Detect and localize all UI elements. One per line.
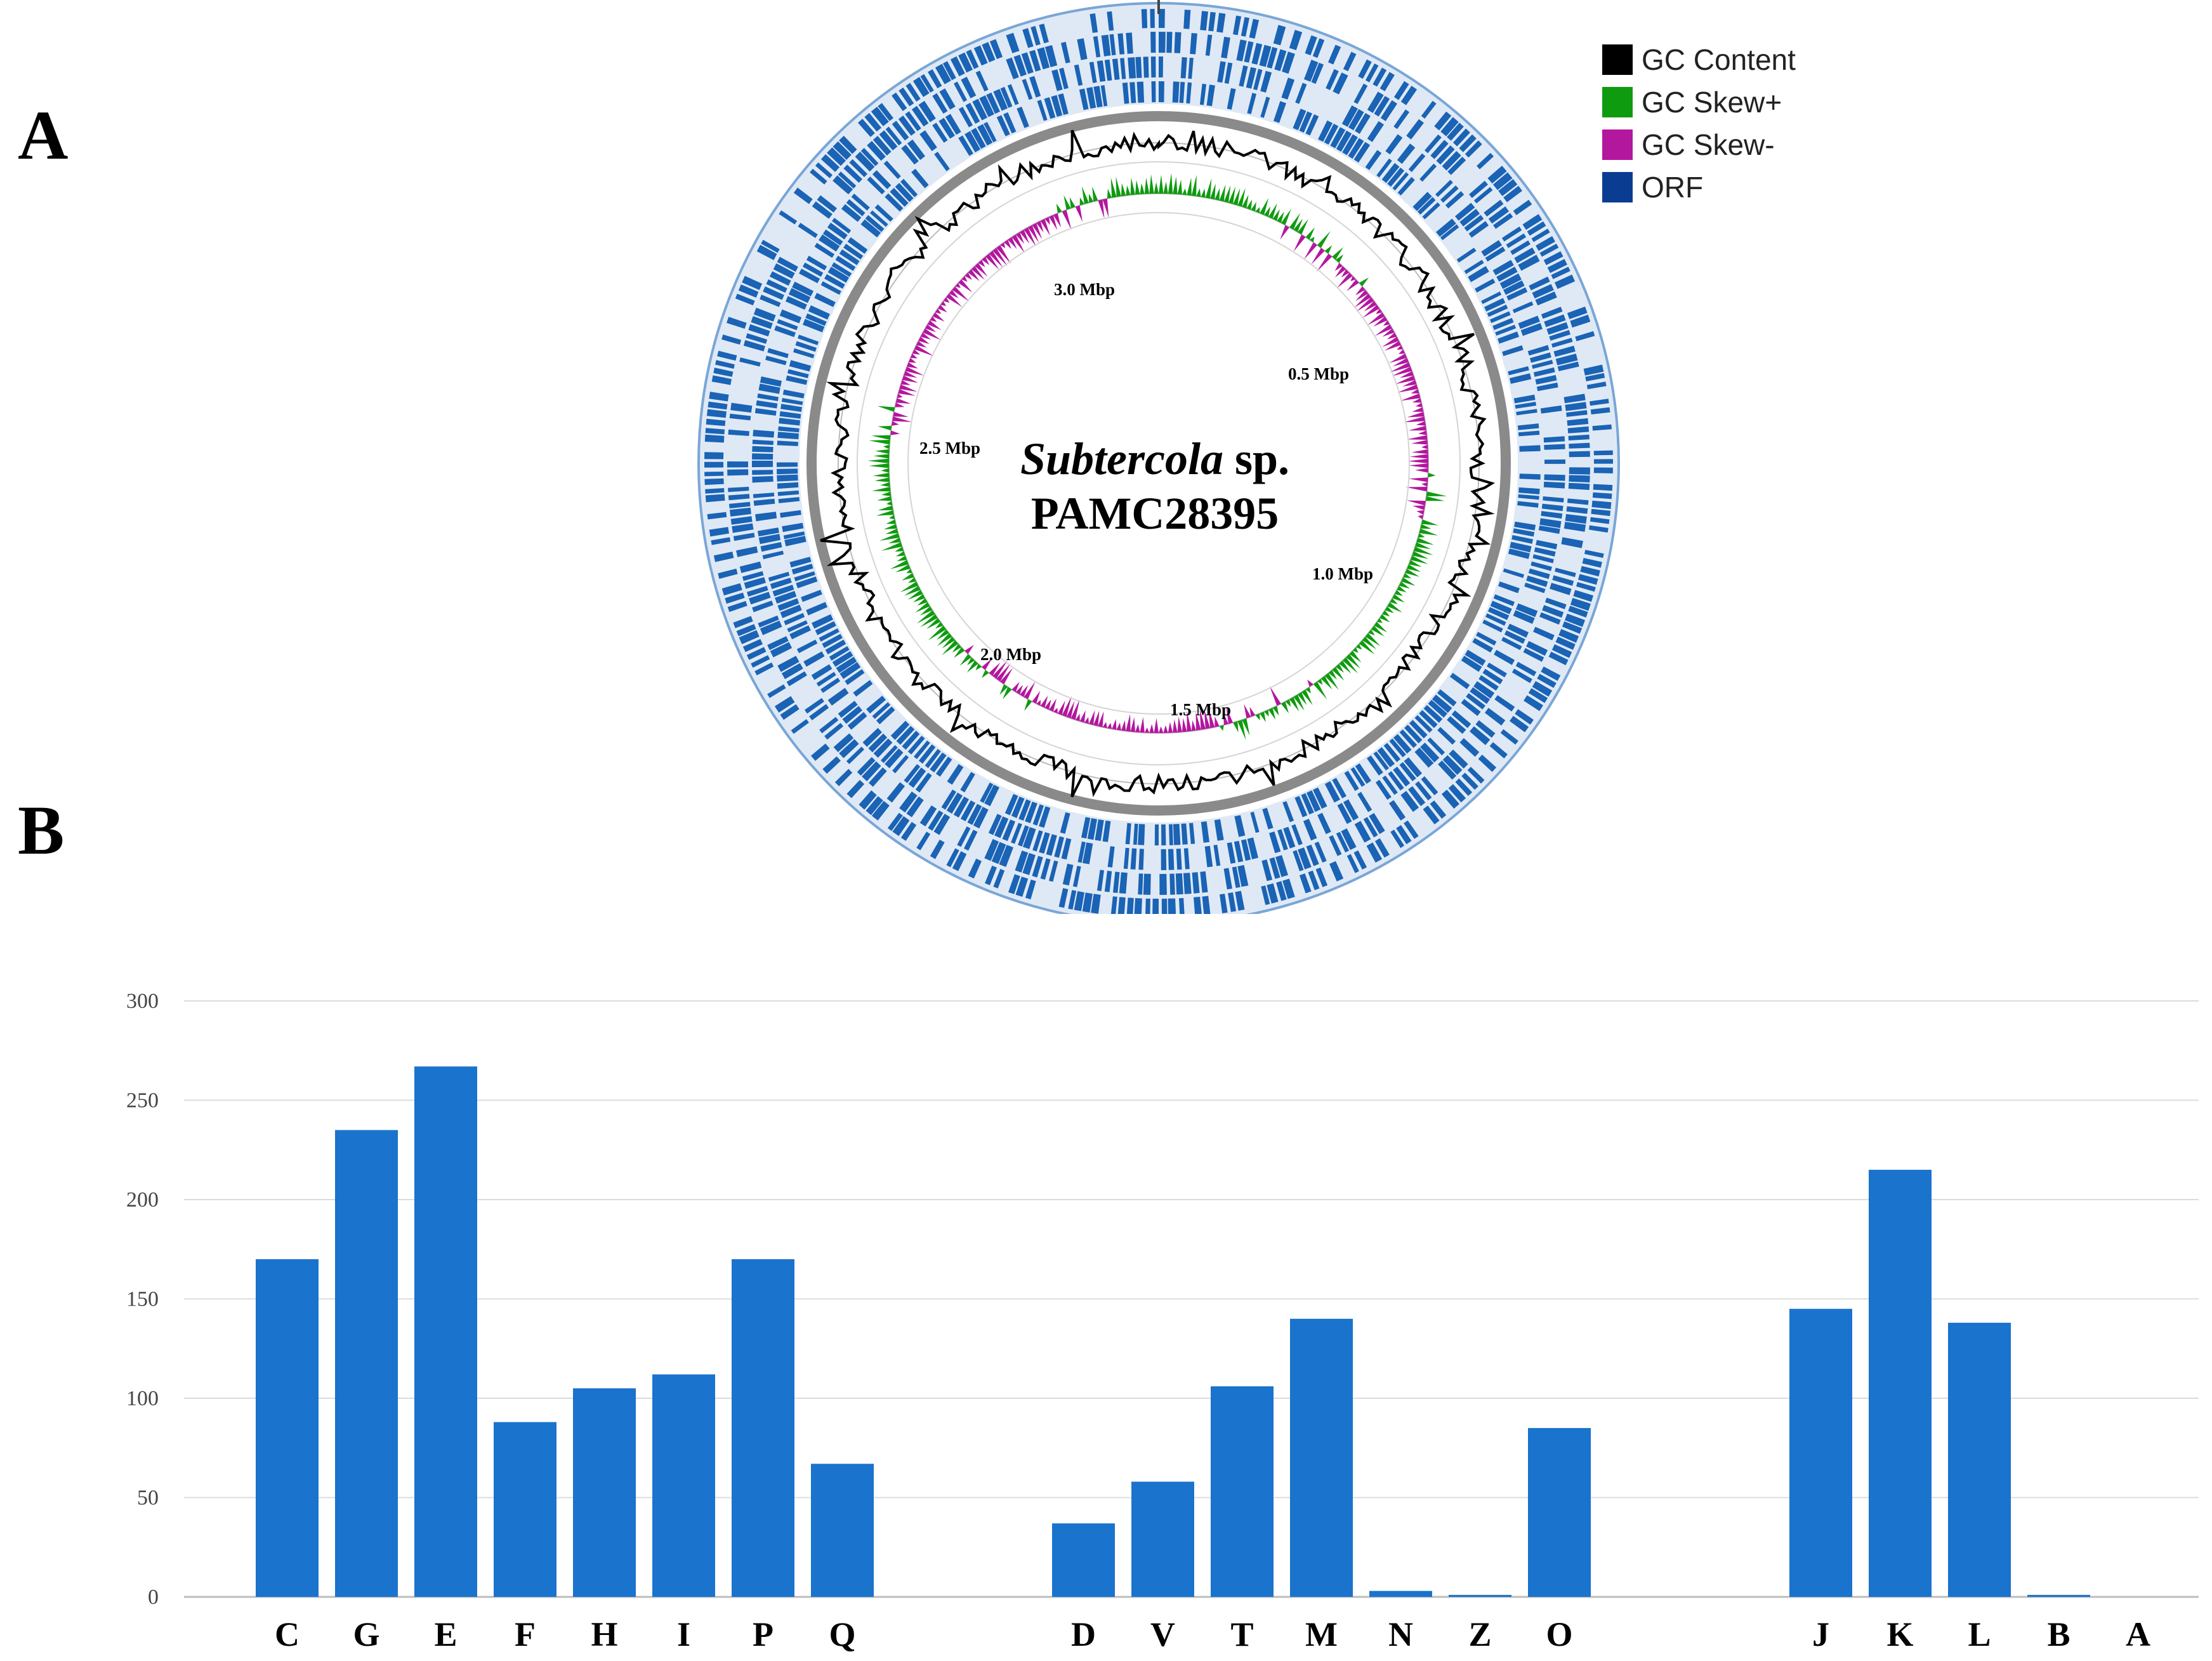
y-tick-label: 100 <box>126 1387 159 1410</box>
x-tick-label-V: V <box>1150 1615 1175 1653</box>
bar-I <box>652 1374 715 1597</box>
x-tick-label-Z: Z <box>1468 1615 1491 1653</box>
tick-layer: 0 50 100 150 200 250 300 C G E F H I P Q D V T M N Z O J K L B A <box>126 989 2150 1653</box>
legend-item-gc-skew-plus: GC Skew+ <box>1602 81 1796 123</box>
x-tick-label-E: E <box>434 1615 457 1653</box>
x-tick-label-T: T <box>1230 1615 1253 1653</box>
bar-layer <box>256 1066 2090 1597</box>
legend-label: GC Content <box>1642 43 1796 76</box>
bar-O <box>1528 1427 1591 1597</box>
bar-G <box>335 1130 398 1597</box>
y-tick-label: 250 <box>126 1089 159 1113</box>
y-tick-label: 300 <box>126 989 159 1013</box>
legend-swatch-orf <box>1602 171 1633 202</box>
y-tick-label: 50 <box>137 1486 159 1510</box>
bar-K <box>1869 1170 1932 1597</box>
x-tick-label-H: H <box>591 1615 617 1653</box>
legend-swatch-gc-skew-plus <box>1602 86 1633 117</box>
x-tick-label-I: I <box>677 1615 690 1653</box>
x-tick-label-O: O <box>1546 1615 1572 1653</box>
map-legend: GC Content GC Skew+ GC Skew- ORF <box>1602 38 1796 208</box>
y-tick-label: 150 <box>126 1288 159 1311</box>
circular-genome-map: 0.5 Mbp 1.0 Mbp 1.5 Mbp 2.0 Mbp 2.5 Mbp 3.0 M… <box>697 0 1620 914</box>
position-label: 1.0 Mbp <box>1312 564 1373 583</box>
x-tick-label-F: F <box>515 1615 536 1653</box>
x-tick-label-A: A <box>2126 1615 2150 1653</box>
legend-swatch-gc-skew-minus <box>1602 129 1633 160</box>
x-tick-label-M: M <box>1305 1615 1338 1653</box>
bar-E <box>414 1066 477 1597</box>
legend-label: ORF <box>1642 170 1704 204</box>
strain-name: PAMC28395 <box>1030 488 1279 539</box>
legend-label: GC Skew+ <box>1642 85 1782 119</box>
organism-suffix: sp. <box>1223 433 1290 484</box>
position-label: 2.0 Mbp <box>980 645 1041 664</box>
bar-C <box>256 1259 319 1597</box>
position-label: 0.5 Mbp <box>1288 364 1349 383</box>
x-tick-label-L: L <box>1968 1615 1991 1653</box>
y-tick-label: 200 <box>126 1188 159 1212</box>
x-tick-label-G: G <box>353 1615 379 1653</box>
legend-swatch-gc-content <box>1602 44 1633 75</box>
panel-label-b: B <box>18 791 65 869</box>
bar-F <box>494 1422 556 1597</box>
x-tick-label-B: B <box>2047 1615 2070 1653</box>
legend-label: GC Skew- <box>1642 128 1775 161</box>
x-tick-label-C: C <box>275 1615 300 1653</box>
genome-title: Subtercola sp. PAMC28395 <box>926 432 1383 541</box>
bar-V <box>1131 1481 1194 1597</box>
position-label: 1.5 Mbp <box>1170 700 1231 719</box>
bar-Z <box>1449 1594 1511 1597</box>
map-inner-disk <box>800 104 1518 823</box>
bar-B <box>2027 1594 2090 1597</box>
bar-M <box>1290 1318 1353 1597</box>
bar-J <box>1789 1309 1852 1597</box>
gc-content-trace <box>820 129 1495 798</box>
backbone-ring <box>806 111 1511 816</box>
x-tick-label-P: P <box>753 1615 774 1653</box>
bar-L <box>1948 1323 2011 1597</box>
x-tick-label-Q: Q <box>829 1615 855 1653</box>
skew-outer-guide <box>857 161 1461 765</box>
legend-item-gc-content: GC Content <box>1602 38 1796 81</box>
inner-guide <box>907 212 1410 715</box>
map-position-labels: 0.5 Mbp 1.0 Mbp 1.5 Mbp 2.0 Mbp 2.5 Mbp 3.0 M… <box>919 280 1373 719</box>
x-tick-label-D: D <box>1071 1615 1096 1653</box>
y-tick-label: 0 <box>148 1585 159 1609</box>
x-tick-label-N: N <box>1388 1615 1413 1653</box>
bar-D <box>1052 1523 1115 1597</box>
x-tick-label-J: J <box>1812 1615 1829 1653</box>
map-rings <box>697 0 1620 914</box>
cog-bar-chart: 0 50 100 150 200 250 300 C G E F H I P Q D V T M N Z O J K L B A <box>126 989 2199 1653</box>
position-label: 3.0 Mbp <box>1054 280 1115 299</box>
bar-H <box>573 1388 636 1597</box>
bar-Q <box>811 1464 874 1597</box>
bar-P <box>732 1259 794 1597</box>
bar-T <box>1211 1386 1274 1597</box>
legend-item-orf: ORF <box>1602 166 1796 208</box>
bar-N <box>1369 1591 1432 1597</box>
x-tick-label-K: K <box>1886 1615 1913 1653</box>
panel-label-a: A <box>18 96 69 174</box>
position-label: 2.5 Mbp <box>919 439 980 458</box>
legend-item-gc-skew-minus: GC Skew- <box>1602 123 1796 166</box>
organism-genus: Subtercola <box>1020 433 1223 484</box>
